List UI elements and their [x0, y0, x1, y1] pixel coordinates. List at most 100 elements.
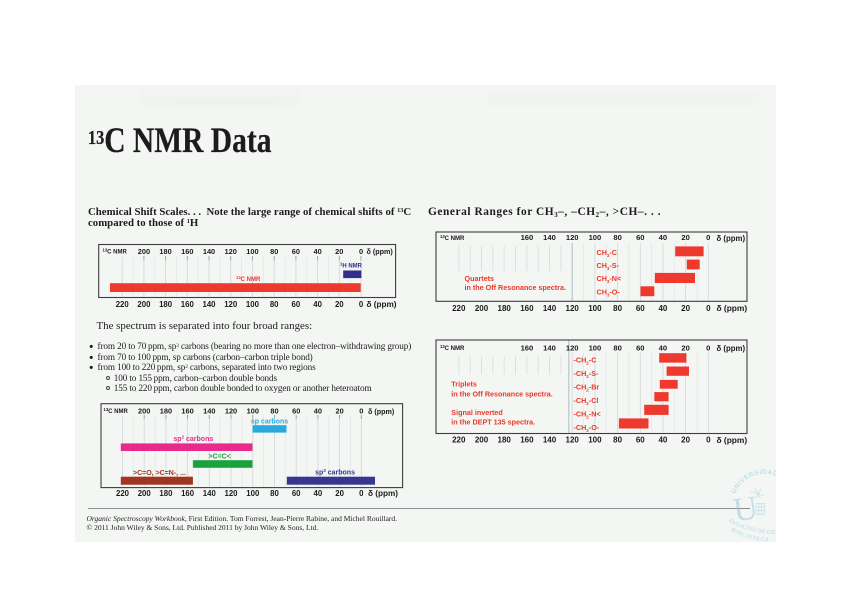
- svg-text:60: 60: [292, 247, 300, 256]
- svg-text:60: 60: [636, 343, 644, 352]
- svg-text:sp carbons: sp carbons: [251, 418, 288, 425]
- svg-text:180: 180: [159, 300, 173, 309]
- svg-text:in the DEPT 135 spectra.: in the DEPT 135 spectra.: [451, 417, 535, 426]
- svg-text:40: 40: [314, 489, 323, 498]
- svg-text:δ (ppm): δ (ppm): [367, 300, 397, 309]
- svg-text:160: 160: [181, 247, 193, 256]
- svg-text:120: 120: [224, 489, 238, 498]
- svg-text:100: 100: [589, 343, 602, 352]
- svg-text:0: 0: [359, 489, 364, 498]
- svg-text:δ (ppm): δ (ppm): [368, 489, 398, 498]
- svg-text:160: 160: [520, 436, 534, 445]
- svg-text:200: 200: [137, 300, 151, 309]
- svg-text:U: U: [731, 489, 760, 529]
- svg-text:δ (ppm): δ (ppm): [717, 435, 748, 445]
- svg-text:δ (ppm): δ (ppm): [717, 344, 746, 353]
- svg-text:80: 80: [613, 436, 622, 445]
- svg-text:180: 180: [159, 489, 173, 498]
- svg-text:80: 80: [270, 489, 279, 498]
- svg-text:60: 60: [636, 436, 645, 445]
- svg-text:Signal inverted: Signal inverted: [451, 408, 503, 417]
- svg-text:160: 160: [181, 300, 195, 309]
- svg-text:100: 100: [588, 304, 602, 313]
- svg-text:20: 20: [335, 489, 344, 498]
- svg-text:120: 120: [566, 304, 580, 313]
- svg-text:100: 100: [246, 247, 258, 256]
- svg-text:13C NMR: 13C NMR: [103, 248, 128, 256]
- svg-text:40: 40: [658, 436, 667, 445]
- svg-text:sp2 carbons: sp2 carbons: [173, 435, 213, 444]
- svg-text:120: 120: [225, 406, 237, 415]
- svg-text:20: 20: [681, 304, 690, 313]
- svg-text:-CH2-C: -CH2-C: [574, 356, 597, 366]
- svg-text:Quartets: Quartets: [465, 274, 495, 283]
- svg-text:180: 180: [160, 406, 172, 415]
- svg-text:20: 20: [335, 300, 344, 309]
- svg-text:200: 200: [475, 304, 489, 313]
- svg-text:60: 60: [636, 304, 645, 313]
- svg-text:1H NMR: 1H NMR: [340, 262, 363, 270]
- svg-text:0: 0: [706, 436, 711, 445]
- svg-text:120: 120: [566, 233, 579, 242]
- svg-text:40: 40: [659, 233, 667, 242]
- svg-text:13C NMR: 13C NMR: [236, 275, 261, 283]
- svg-text:200: 200: [138, 406, 150, 415]
- svg-text:20: 20: [681, 343, 689, 352]
- svg-text:140: 140: [543, 233, 556, 242]
- svg-text:80: 80: [270, 247, 278, 256]
- svg-text:220: 220: [452, 436, 466, 445]
- svg-text:160: 160: [181, 406, 193, 415]
- svg-text:140: 140: [203, 406, 215, 415]
- svg-text:80: 80: [270, 406, 278, 415]
- svg-text:0: 0: [706, 233, 710, 242]
- svg-text:>C=O, >C=N-, ...: >C=O, >C=N-, ...: [133, 470, 186, 477]
- svg-text:60: 60: [292, 406, 300, 415]
- svg-text:200: 200: [138, 489, 152, 498]
- svg-text:120: 120: [566, 436, 580, 445]
- svg-text:80: 80: [270, 300, 279, 309]
- svg-text:140: 140: [543, 304, 557, 313]
- svg-text:-CH2-N<: -CH2-N<: [574, 409, 601, 419]
- svg-text:80: 80: [613, 233, 621, 242]
- svg-text:-CH2-Br: -CH2-Br: [574, 382, 600, 392]
- svg-text:CH3-O-: CH3-O-: [597, 287, 621, 297]
- svg-text:140: 140: [203, 489, 217, 498]
- svg-text:180: 180: [498, 436, 512, 445]
- svg-text:140: 140: [202, 300, 216, 309]
- svg-text:100: 100: [589, 233, 602, 242]
- svg-text:-CH2-S-: -CH2-S-: [574, 369, 599, 379]
- svg-text:220: 220: [452, 304, 466, 313]
- svg-text:0: 0: [359, 406, 363, 415]
- svg-text:40: 40: [313, 247, 321, 256]
- svg-text:200: 200: [138, 247, 150, 256]
- svg-text:220: 220: [116, 489, 130, 498]
- svg-text:120: 120: [224, 300, 238, 309]
- svg-text:180: 180: [498, 304, 512, 313]
- svg-text:120: 120: [566, 343, 579, 352]
- svg-text:13C NMR: 13C NMR: [440, 344, 465, 352]
- svg-text:-CH2-Cl: -CH2-Cl: [574, 396, 599, 406]
- svg-text:140: 140: [543, 343, 556, 352]
- svg-text:160: 160: [521, 343, 534, 352]
- svg-text:δ (ppm): δ (ppm): [367, 247, 394, 256]
- svg-text:0: 0: [706, 343, 710, 352]
- svg-text:20: 20: [681, 436, 690, 445]
- svg-text:60: 60: [636, 233, 644, 242]
- svg-text:80: 80: [613, 304, 622, 313]
- svg-text:160: 160: [181, 489, 195, 498]
- svg-text:160: 160: [521, 233, 534, 242]
- svg-text:60: 60: [292, 489, 301, 498]
- svg-text:sp3 carbons: sp3 carbons: [315, 468, 355, 477]
- svg-text:13C NMR: 13C NMR: [104, 407, 129, 415]
- svg-text:180: 180: [159, 247, 171, 256]
- svg-text:100: 100: [247, 406, 259, 415]
- svg-text:20: 20: [335, 406, 343, 415]
- svg-text:0: 0: [706, 304, 711, 313]
- svg-text:20: 20: [335, 247, 343, 256]
- svg-text:in the Off Resonance spectra.: in the Off Resonance spectra.: [451, 389, 552, 398]
- svg-text:100: 100: [246, 300, 260, 309]
- svg-text:δ (ppm): δ (ppm): [717, 303, 748, 313]
- svg-text:CH3-N<: CH3-N<: [597, 274, 622, 284]
- svg-text:200: 200: [475, 436, 489, 445]
- svg-text:100: 100: [588, 436, 602, 445]
